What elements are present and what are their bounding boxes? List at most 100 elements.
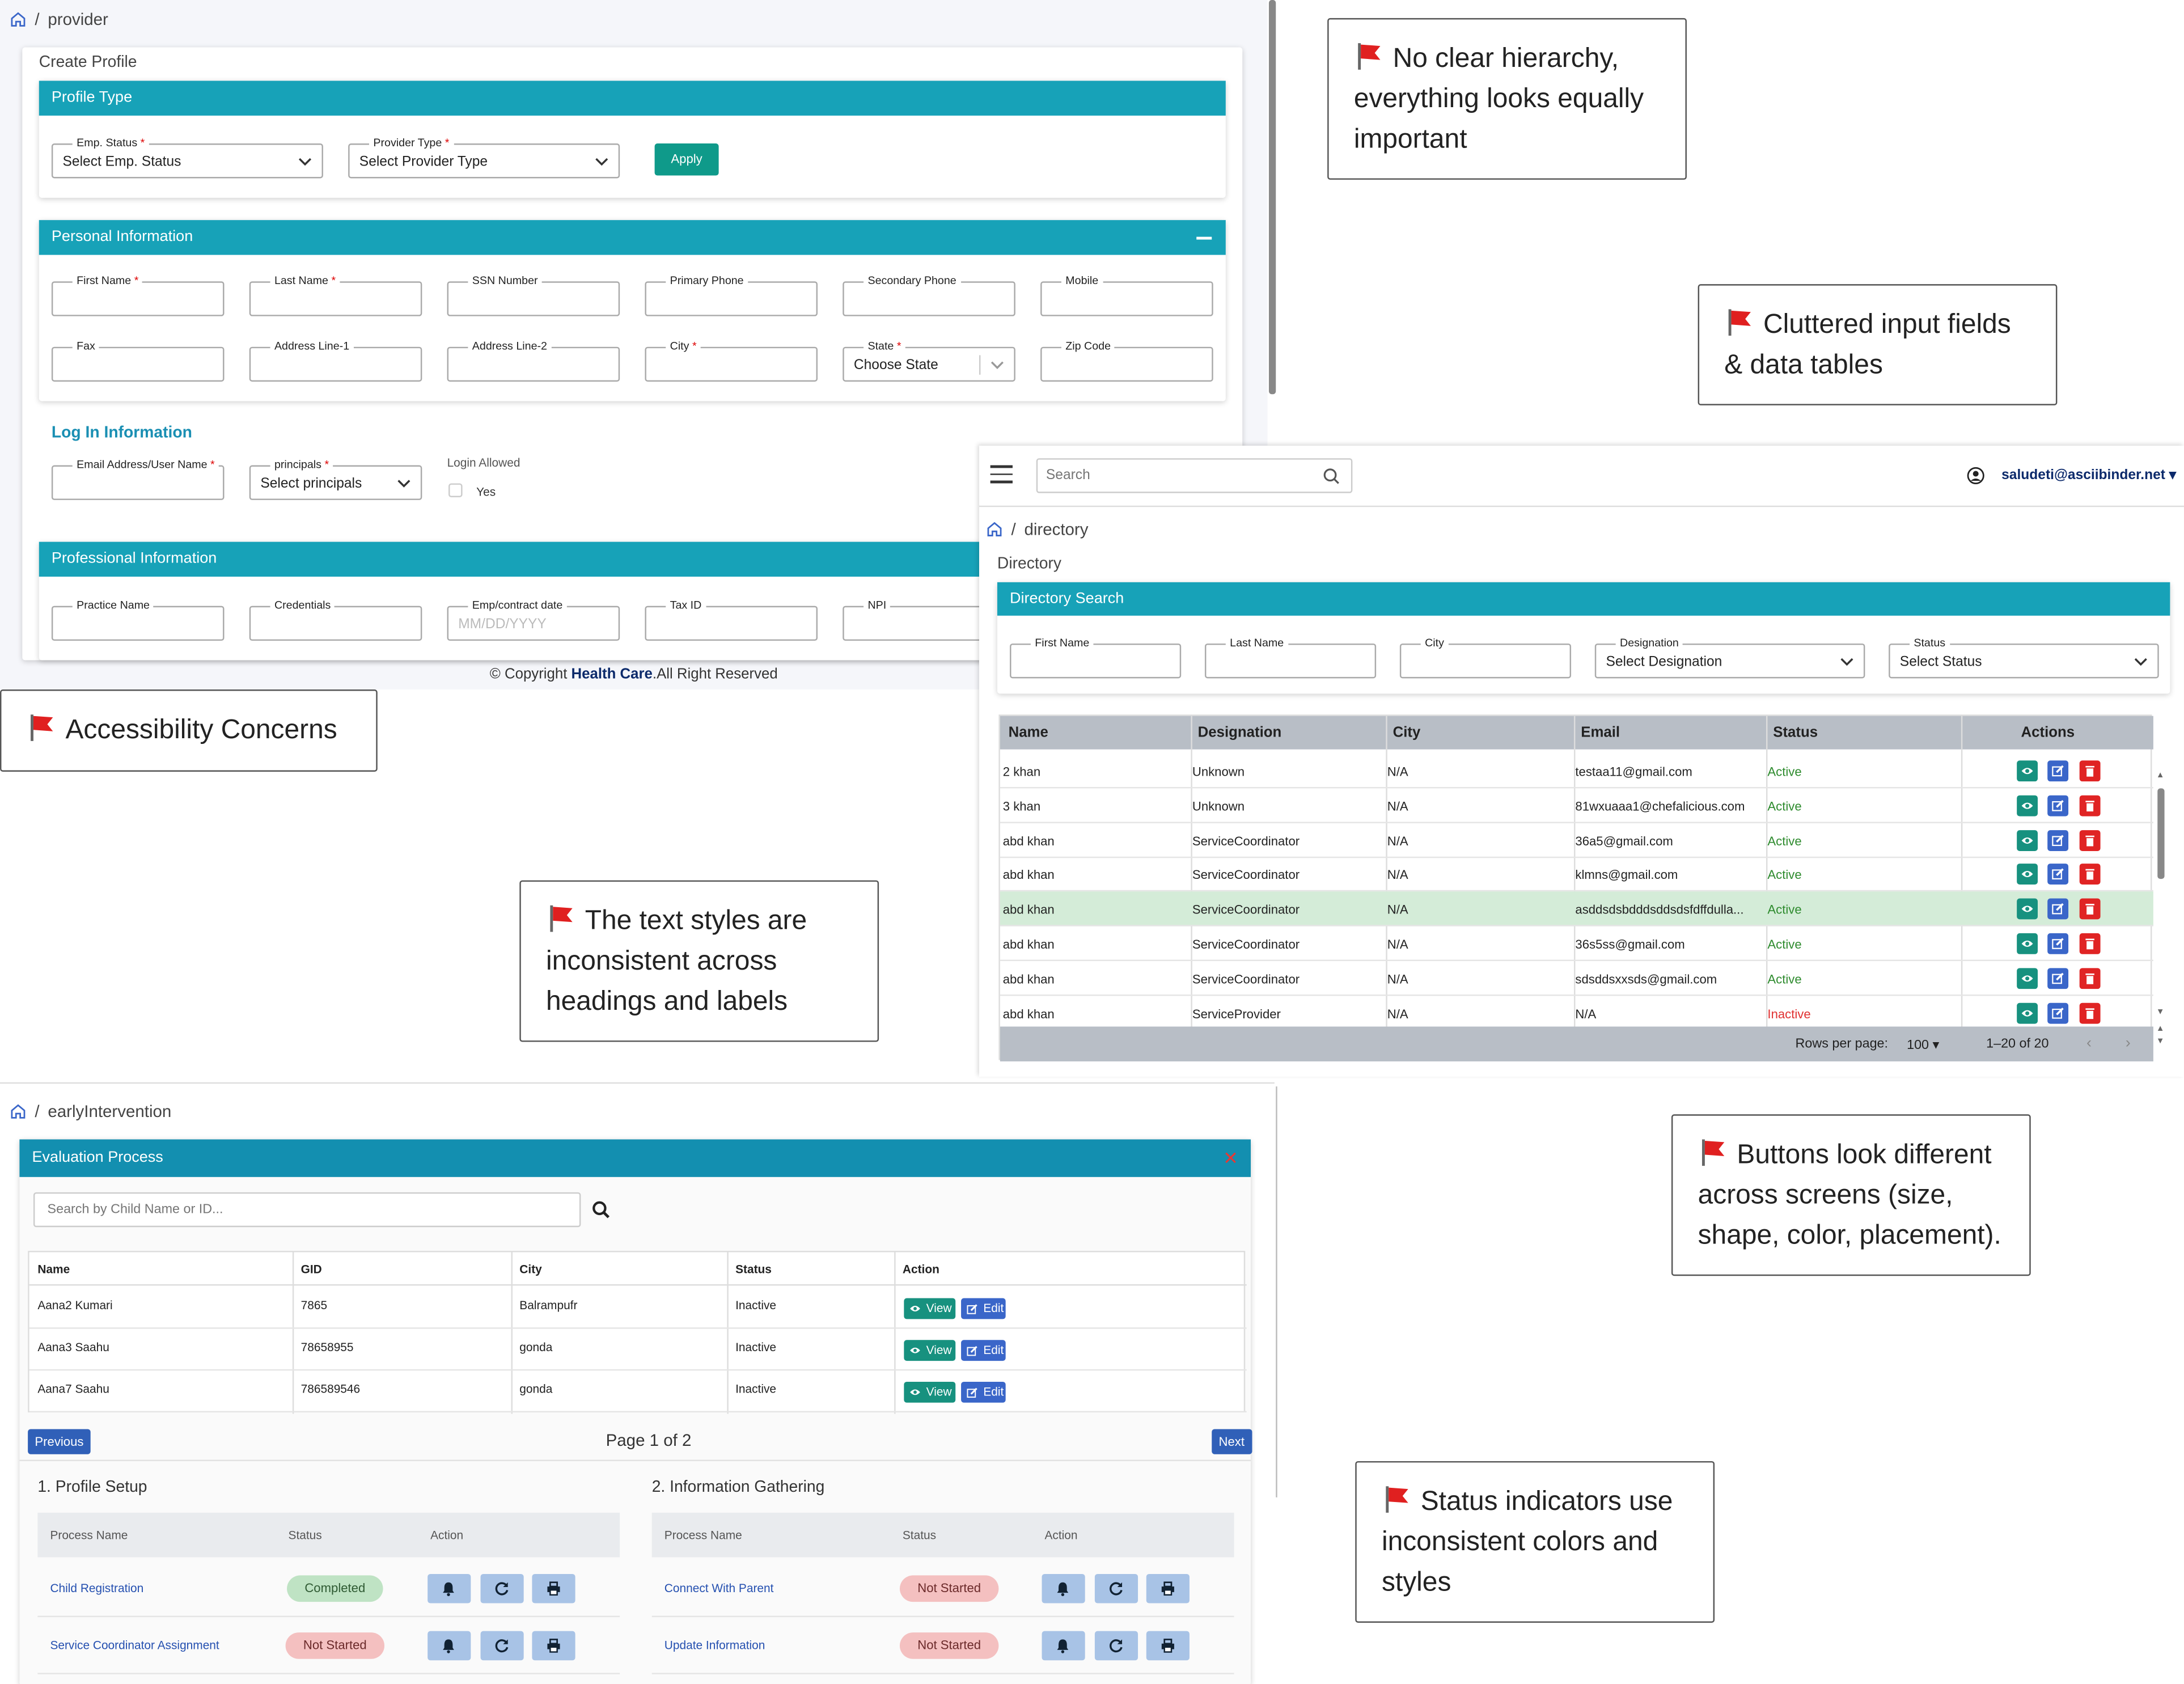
column-header-name[interactable]: Name: [1008, 724, 1048, 741]
personal-field-5[interactable]: Mobile: [1040, 274, 1213, 316]
footer-brand[interactable]: Health Care: [571, 666, 653, 683]
edit-button[interactable]: Edit: [961, 1340, 1006, 1361]
print-button[interactable]: [1146, 1573, 1190, 1603]
bell-button[interactable]: [428, 1631, 471, 1661]
refresh-button[interactable]: [1094, 1631, 1137, 1661]
principals-select[interactable]: principals * Select principals: [249, 458, 422, 500]
home-icon[interactable]: [10, 1103, 26, 1120]
view-button[interactable]: [2017, 898, 2038, 920]
view-button[interactable]: View: [904, 1340, 956, 1361]
user-avatar-icon[interactable]: [1967, 467, 1985, 485]
previous-button[interactable]: Previous: [28, 1429, 91, 1454]
close-icon[interactable]: ✕: [1223, 1148, 1238, 1169]
process-link[interactable]: Update Information: [664, 1638, 765, 1652]
hamburger-menu-icon[interactable]: [990, 465, 1013, 485]
personal-field-10[interactable]: State * Choose State: [843, 340, 1015, 382]
personal-field-2[interactable]: SSN Number: [447, 274, 620, 316]
view-button[interactable]: View: [904, 1381, 956, 1403]
home-icon[interactable]: [986, 521, 1002, 538]
print-button[interactable]: [532, 1631, 575, 1661]
delete-button[interactable]: [2079, 933, 2101, 954]
view-button[interactable]: [2017, 933, 2038, 954]
column-header-status[interactable]: Status: [1773, 724, 1818, 741]
view-button[interactable]: [2017, 864, 2038, 885]
personal-field-8[interactable]: Address Line-2: [447, 340, 620, 382]
edit-button[interactable]: [2047, 760, 2069, 782]
table-row[interactable]: 3 khan Unknown N/A 81wxuaaa1@chefalicious.c…: [1000, 788, 2153, 823]
table-row[interactable]: abd khan ServiceCoordinator N/A klmns@gmail…: [1000, 857, 2153, 892]
column-header-designation[interactable]: Designation: [1197, 724, 1282, 741]
last-name-filter[interactable]: Last Name: [1204, 636, 1377, 679]
personal-field-4[interactable]: Secondary Phone: [843, 274, 1015, 316]
edit-button[interactable]: [2047, 864, 2069, 885]
home-icon[interactable]: [10, 11, 26, 28]
delete-button[interactable]: [2079, 864, 2101, 885]
table-row[interactable]: abd khan ServiceCoordinator N/A sdsddsxxsds…: [1000, 961, 2153, 996]
refresh-button[interactable]: [480, 1573, 523, 1603]
city-filter[interactable]: City: [1399, 636, 1572, 679]
table-row[interactable]: Aana2 Kumari 7865 Balrampufr Inactive View Ed…: [29, 1287, 1247, 1329]
next-button[interactable]: Next: [1212, 1429, 1252, 1454]
edit-button[interactable]: [2047, 898, 2069, 920]
rows-per-page-select[interactable]: 100 ▾: [1907, 1038, 1940, 1053]
status-filter[interactable]: Status Select Status: [1889, 636, 2159, 679]
edit-button[interactable]: [2047, 795, 2069, 816]
delete-button[interactable]: [2079, 760, 2101, 782]
table-row[interactable]: abd khan ServiceCoordinator N/A 36s5ss@gmai…: [1000, 926, 2153, 962]
view-button[interactable]: [2017, 830, 2038, 851]
edit-button[interactable]: Edit: [961, 1298, 1006, 1319]
edit-button[interactable]: [2047, 830, 2069, 851]
delete-button[interactable]: [2079, 1002, 2101, 1023]
column-header-city[interactable]: City: [519, 1262, 542, 1276]
table-row[interactable]: Aana3 Saahu 78658955 gonda Inactive View Edit: [29, 1329, 1247, 1371]
edit-button[interactable]: Edit: [961, 1381, 1006, 1403]
delete-button[interactable]: [2079, 830, 2101, 851]
first-name-filter[interactable]: First Name: [1010, 636, 1182, 679]
view-button[interactable]: View: [904, 1298, 956, 1319]
delete-button[interactable]: [2079, 898, 2101, 920]
process-link[interactable]: Connect With Parent: [664, 1581, 774, 1595]
professional-field-2[interactable]: Emp/contract date MM/DD/YYYY: [447, 599, 620, 641]
column-header-gid[interactable]: GID: [300, 1262, 322, 1276]
prev-page-icon[interactable]: ‹: [2086, 1035, 2092, 1052]
emp-status-select[interactable]: Emp. Status * Select Emp. Status: [51, 136, 323, 179]
apply-button[interactable]: Apply: [654, 143, 719, 176]
professional-field-3[interactable]: Tax ID: [645, 599, 818, 641]
search-icon[interactable]: [1323, 468, 1340, 484]
column-header-action[interactable]: Action: [902, 1262, 939, 1276]
personal-field-3[interactable]: Primary Phone: [645, 274, 818, 316]
login-allowed-checkbox[interactable]: [448, 483, 463, 498]
provider-type-select[interactable]: Provider Type * Select Provider Type: [348, 136, 620, 179]
delete-button[interactable]: [2079, 795, 2101, 816]
print-button[interactable]: [1146, 1631, 1190, 1661]
personal-field-11[interactable]: Zip Code: [1040, 340, 1213, 382]
table-row[interactable]: abd khan ServiceCoordinator N/A asddsdsbddd…: [1000, 891, 2153, 927]
scrollbar-provider[interactable]: [1268, 0, 1276, 395]
user-menu[interactable]: saludeti@asciibinder.net ▾: [2001, 468, 2177, 484]
search-input[interactable]: [1046, 468, 1311, 484]
edit-button[interactable]: [2047, 1002, 2069, 1023]
view-button[interactable]: [2017, 967, 2038, 989]
email-field[interactable]: Email Address/User Name *: [51, 458, 225, 500]
view-button[interactable]: [2017, 1002, 2038, 1023]
column-header-status[interactable]: Status: [735, 1262, 772, 1276]
professional-field-1[interactable]: Credentials: [249, 599, 422, 641]
edit-button[interactable]: [2047, 933, 2069, 954]
table-scrollbar[interactable]: ▲ ▼: [2156, 771, 2165, 1017]
column-header-name[interactable]: Name: [37, 1262, 70, 1276]
personal-field-1[interactable]: Last Name *: [249, 274, 422, 316]
view-button[interactable]: [2017, 760, 2038, 782]
process-link[interactable]: Child Registration: [50, 1581, 144, 1595]
personal-field-6[interactable]: Fax: [51, 340, 225, 382]
bell-button[interactable]: [428, 1573, 471, 1603]
process-link[interactable]: Service Coordinator Assignment: [50, 1638, 219, 1652]
personal-field-7[interactable]: Address Line-1: [249, 340, 422, 382]
page-scrollbar[interactable]: ▲ ▼: [2156, 1025, 2165, 1046]
view-button[interactable]: [2017, 795, 2038, 816]
delete-button[interactable]: [2079, 967, 2101, 989]
bell-button[interactable]: [1042, 1631, 1085, 1661]
refresh-button[interactable]: [480, 1631, 523, 1661]
column-header-city[interactable]: City: [1392, 724, 1421, 741]
personal-field-0[interactable]: First Name *: [51, 274, 225, 316]
personal-field-9[interactable]: City *: [645, 340, 818, 382]
